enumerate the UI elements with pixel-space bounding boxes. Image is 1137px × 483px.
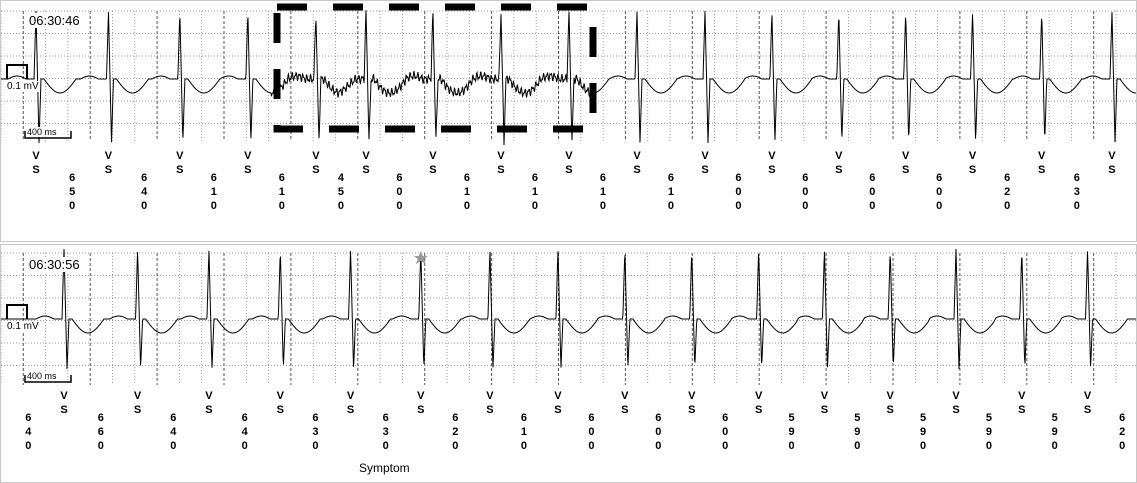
strip: 06:30:46 0.1 mV 400 ms VS VS VS VS VS VS VS VS VS VS… [0,0,1137,242]
amplitude-label: 0.1 mV [7,321,39,332]
interval-label: 600 [588,412,595,452]
interval-label: 590 [1051,412,1058,452]
marker-label: VS [754,390,763,416]
interval-label: 610 [667,172,675,212]
marker-label: VS [104,150,113,176]
ecg-canvas [1,3,1136,146]
interval-label: 610 [463,172,470,212]
marker-label: VS [820,390,829,416]
marker-label: VS [1083,390,1092,416]
interval-label: 650 [69,172,76,212]
marker-label: VS [1108,150,1116,176]
ecg-canvas [1,248,1136,385]
marker-label: VS [968,150,977,176]
marker-label: VS [886,390,894,416]
calibration-pulse [6,304,28,319]
interval-label: 620 [452,412,459,452]
marker-label: VS [1018,390,1026,416]
marker-label: VS [633,150,641,176]
marker-label: VS [417,390,425,416]
interval-label: 660 [97,412,104,452]
time-label: 06:30:56 [27,257,82,272]
interval-label: 590 [788,412,795,452]
interval-label: 620 [1004,172,1011,212]
marker-label: VS [362,150,370,176]
interval-label: 610 [210,172,217,212]
interval-label: 600 [735,172,742,212]
marker-label: VS [486,390,494,416]
marker-label: VS [768,150,776,176]
interval-label: 640 [25,412,32,452]
duration-label: 400 ms [27,371,57,381]
interval-label: 630 [1073,172,1080,212]
marker-label: VS [346,390,355,416]
marker-label: VS [60,390,68,416]
interval-label: 600 [396,172,403,212]
marker-label: VS [835,150,843,176]
interval-label: 640 [241,412,248,452]
marker-label: VS [276,390,284,416]
calibration-pulse [6,64,28,79]
interval-label: 610 [531,172,539,212]
interval-label: 620 [1119,412,1126,452]
interval-label: 600 [936,172,943,212]
marker-label: VS [902,150,910,176]
interval-label: 450 [337,172,344,212]
interval-label: 590 [920,412,927,452]
interval-label: 610 [278,172,285,212]
interval-label: 600 [869,172,876,212]
duration-bracket [24,131,72,139]
marker-label: VS [1038,150,1046,176]
interval-label: 590 [985,412,992,452]
interval-label: 640 [170,412,177,452]
ecg-trace [1,248,1136,370]
duration-label: 400 ms [27,127,57,137]
interval-label: 610 [520,412,527,452]
interval-label: 630 [382,412,389,452]
interval-label: 610 [599,172,607,212]
interval-label: 600 [802,172,809,212]
marker-label: VS [244,150,252,176]
marker-label: VS [133,390,142,416]
marker-label: VS [497,150,505,176]
interval-label: 590 [854,412,861,452]
marker-label: VS [554,390,562,416]
marker-label: VS [952,390,960,416]
interval-label: 600 [722,412,729,452]
marker-label: VS [621,390,629,416]
marker-label: VS [32,150,40,176]
ecg-trace [1,10,1136,146]
marker-label: VS [688,390,696,416]
marker-label: VS [176,150,184,176]
interval-label: 640 [141,172,148,212]
interval-label: 600 [655,412,662,452]
duration-bracket [24,375,72,383]
time-label: 06:30:46 [27,13,82,28]
marker-label: VS [565,150,573,176]
event-label: Symptom [359,461,410,475]
marker-label: VS [205,390,213,416]
amplitude-label: 0.1 mV [7,81,39,92]
interval-label: 630 [312,412,319,452]
marker-label: VS [312,150,320,176]
marker-label: VS [701,150,709,176]
event-star [413,251,428,264]
strip: 06:30:56 0.1 mV 400 ms VS VS VS VS VS VS VS VS VS VS… [0,244,1137,483]
marker-label: VS [429,150,437,176]
